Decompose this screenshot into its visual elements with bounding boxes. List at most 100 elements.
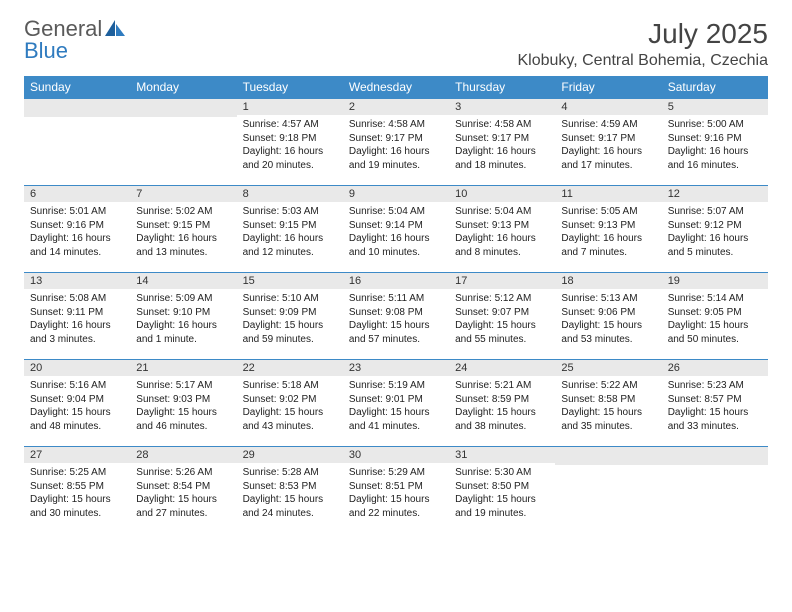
day-number: 7: [130, 186, 236, 202]
weekday-header-row: SundayMondayTuesdayWednesdayThursdayFrid…: [24, 76, 768, 99]
day-number: 17: [449, 273, 555, 289]
day-number: 2: [343, 99, 449, 115]
day-detail: Sunrise: 5:05 AMSunset: 9:13 PMDaylight:…: [555, 202, 661, 262]
day-number: 10: [449, 186, 555, 202]
calendar-cell: 14Sunrise: 5:09 AMSunset: 9:10 PMDayligh…: [130, 273, 236, 360]
day-detail: Sunrise: 5:22 AMSunset: 8:58 PMDaylight:…: [555, 376, 661, 436]
calendar-cell: 3Sunrise: 4:58 AMSunset: 9:17 PMDaylight…: [449, 99, 555, 186]
calendar-cell: 21Sunrise: 5:17 AMSunset: 9:03 PMDayligh…: [130, 360, 236, 447]
weekday-header: Friday: [555, 76, 661, 99]
day-number: 19: [662, 273, 768, 289]
day-number: 6: [24, 186, 130, 202]
day-detail: Sunrise: 4:59 AMSunset: 9:17 PMDaylight:…: [555, 115, 661, 175]
header: General Blue July 2025 Klobuky, Central …: [24, 18, 768, 70]
day-detail: Sunrise: 5:25 AMSunset: 8:55 PMDaylight:…: [24, 463, 130, 523]
calendar-week-row: 13Sunrise: 5:08 AMSunset: 9:11 PMDayligh…: [24, 273, 768, 360]
day-detail: Sunrise: 5:12 AMSunset: 9:07 PMDaylight:…: [449, 289, 555, 349]
day-number: 22: [237, 360, 343, 376]
day-number: 14: [130, 273, 236, 289]
day-detail: Sunrise: 4:58 AMSunset: 9:17 PMDaylight:…: [343, 115, 449, 175]
day-number: 4: [555, 99, 661, 115]
weekday-header: Tuesday: [237, 76, 343, 99]
day-detail: Sunrise: 5:26 AMSunset: 8:54 PMDaylight:…: [130, 463, 236, 523]
calendar-cell: 23Sunrise: 5:19 AMSunset: 9:01 PMDayligh…: [343, 360, 449, 447]
day-detail: Sunrise: 5:04 AMSunset: 9:13 PMDaylight:…: [449, 202, 555, 262]
calendar-cell: 22Sunrise: 5:18 AMSunset: 9:02 PMDayligh…: [237, 360, 343, 447]
day-detail: Sunrise: 5:21 AMSunset: 8:59 PMDaylight:…: [449, 376, 555, 436]
calendar-week-row: 6Sunrise: 5:01 AMSunset: 9:16 PMDaylight…: [24, 186, 768, 273]
weekday-header: Sunday: [24, 76, 130, 99]
calendar-cell: 27Sunrise: 5:25 AMSunset: 8:55 PMDayligh…: [24, 447, 130, 534]
calendar-cell: 25Sunrise: 5:22 AMSunset: 8:58 PMDayligh…: [555, 360, 661, 447]
calendar-cell: 12Sunrise: 5:07 AMSunset: 9:12 PMDayligh…: [662, 186, 768, 273]
day-number: 8: [237, 186, 343, 202]
day-number: 29: [237, 447, 343, 463]
calendar-cell: 24Sunrise: 5:21 AMSunset: 8:59 PMDayligh…: [449, 360, 555, 447]
calendar-cell: 28Sunrise: 5:26 AMSunset: 8:54 PMDayligh…: [130, 447, 236, 534]
calendar-cell: 6Sunrise: 5:01 AMSunset: 9:16 PMDaylight…: [24, 186, 130, 273]
day-detail: Sunrise: 5:30 AMSunset: 8:50 PMDaylight:…: [449, 463, 555, 523]
day-number: 3: [449, 99, 555, 115]
day-number: 27: [24, 447, 130, 463]
weekday-header: Monday: [130, 76, 236, 99]
calendar-cell: 30Sunrise: 5:29 AMSunset: 8:51 PMDayligh…: [343, 447, 449, 534]
day-number: 9: [343, 186, 449, 202]
calendar-cell: 16Sunrise: 5:11 AMSunset: 9:08 PMDayligh…: [343, 273, 449, 360]
calendar-cell: 18Sunrise: 5:13 AMSunset: 9:06 PMDayligh…: [555, 273, 661, 360]
calendar-cell: 8Sunrise: 5:03 AMSunset: 9:15 PMDaylight…: [237, 186, 343, 273]
day-number: [662, 447, 768, 465]
day-detail: Sunrise: 5:07 AMSunset: 9:12 PMDaylight:…: [662, 202, 768, 262]
calendar-cell: 1Sunrise: 4:57 AMSunset: 9:18 PMDaylight…: [237, 99, 343, 186]
calendar-cell: 20Sunrise: 5:16 AMSunset: 9:04 PMDayligh…: [24, 360, 130, 447]
day-detail: Sunrise: 5:03 AMSunset: 9:15 PMDaylight:…: [237, 202, 343, 262]
day-number: 15: [237, 273, 343, 289]
day-number: 26: [662, 360, 768, 376]
calendar-cell: 31Sunrise: 5:30 AMSunset: 8:50 PMDayligh…: [449, 447, 555, 534]
day-number: [555, 447, 661, 465]
day-number: 12: [662, 186, 768, 202]
calendar-cell: [24, 99, 130, 186]
day-detail: Sunrise: 5:00 AMSunset: 9:16 PMDaylight:…: [662, 115, 768, 175]
calendar-week-row: 1Sunrise: 4:57 AMSunset: 9:18 PMDaylight…: [24, 99, 768, 186]
day-detail: Sunrise: 5:19 AMSunset: 9:01 PMDaylight:…: [343, 376, 449, 436]
day-detail: Sunrise: 5:23 AMSunset: 8:57 PMDaylight:…: [662, 376, 768, 436]
calendar-week-row: 20Sunrise: 5:16 AMSunset: 9:04 PMDayligh…: [24, 360, 768, 447]
calendar-week-row: 27Sunrise: 5:25 AMSunset: 8:55 PMDayligh…: [24, 447, 768, 534]
day-number: 11: [555, 186, 661, 202]
day-detail: Sunrise: 5:18 AMSunset: 9:02 PMDaylight:…: [237, 376, 343, 436]
day-detail: Sunrise: 5:29 AMSunset: 8:51 PMDaylight:…: [343, 463, 449, 523]
calendar-cell: 11Sunrise: 5:05 AMSunset: 9:13 PMDayligh…: [555, 186, 661, 273]
calendar-cell: 13Sunrise: 5:08 AMSunset: 9:11 PMDayligh…: [24, 273, 130, 360]
calendar-cell: 10Sunrise: 5:04 AMSunset: 9:13 PMDayligh…: [449, 186, 555, 273]
day-number: 31: [449, 447, 555, 463]
day-number: [130, 99, 236, 117]
day-number: 30: [343, 447, 449, 463]
logo-sail-icon: [105, 18, 125, 40]
calendar-cell: 7Sunrise: 5:02 AMSunset: 9:15 PMDaylight…: [130, 186, 236, 273]
calendar-cell: 5Sunrise: 5:00 AMSunset: 9:16 PMDaylight…: [662, 99, 768, 186]
day-detail: Sunrise: 5:08 AMSunset: 9:11 PMDaylight:…: [24, 289, 130, 349]
day-detail: Sunrise: 5:13 AMSunset: 9:06 PMDaylight:…: [555, 289, 661, 349]
day-number: 28: [130, 447, 236, 463]
day-detail: Sunrise: 5:28 AMSunset: 8:53 PMDaylight:…: [237, 463, 343, 523]
weekday-header: Saturday: [662, 76, 768, 99]
logo: General Blue: [24, 18, 125, 62]
weekday-header: Wednesday: [343, 76, 449, 99]
day-detail: Sunrise: 5:04 AMSunset: 9:14 PMDaylight:…: [343, 202, 449, 262]
calendar-cell: 15Sunrise: 5:10 AMSunset: 9:09 PMDayligh…: [237, 273, 343, 360]
day-number: 1: [237, 99, 343, 115]
day-detail: Sunrise: 5:16 AMSunset: 9:04 PMDaylight:…: [24, 376, 130, 436]
calendar-body: 1Sunrise: 4:57 AMSunset: 9:18 PMDaylight…: [24, 99, 768, 534]
calendar-cell: [555, 447, 661, 534]
day-detail: Sunrise: 4:58 AMSunset: 9:17 PMDaylight:…: [449, 115, 555, 175]
calendar-cell: [130, 99, 236, 186]
day-detail: Sunrise: 5:02 AMSunset: 9:15 PMDaylight:…: [130, 202, 236, 262]
day-number: 18: [555, 273, 661, 289]
calendar-cell: 26Sunrise: 5:23 AMSunset: 8:57 PMDayligh…: [662, 360, 768, 447]
day-number: 23: [343, 360, 449, 376]
weekday-header: Thursday: [449, 76, 555, 99]
calendar-cell: 29Sunrise: 5:28 AMSunset: 8:53 PMDayligh…: [237, 447, 343, 534]
day-detail: Sunrise: 5:11 AMSunset: 9:08 PMDaylight:…: [343, 289, 449, 349]
calendar-cell: 17Sunrise: 5:12 AMSunset: 9:07 PMDayligh…: [449, 273, 555, 360]
day-number: 16: [343, 273, 449, 289]
